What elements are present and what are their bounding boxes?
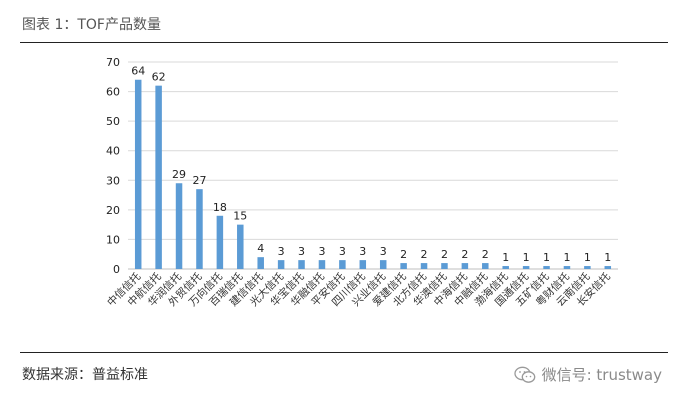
- y-tick-label: 60: [106, 86, 120, 99]
- bar: [441, 263, 448, 269]
- data-label: 29: [172, 168, 186, 181]
- bar: [196, 189, 203, 269]
- data-label: 62: [152, 71, 166, 84]
- data-label: 4: [257, 242, 264, 255]
- data-label: 64: [131, 65, 145, 78]
- bar: [420, 263, 428, 269]
- bar: [134, 79, 142, 269]
- data-label: 3: [359, 245, 366, 258]
- y-tick-label: 10: [106, 233, 120, 246]
- bar: [359, 260, 367, 269]
- top-divider: [20, 42, 668, 43]
- bars: [134, 79, 612, 270]
- data-label: 2: [461, 248, 468, 261]
- bar: [318, 260, 326, 269]
- data-label: 3: [380, 245, 387, 258]
- data-label: 2: [400, 248, 407, 261]
- y-tick-label: 50: [106, 115, 120, 128]
- data-label: 15: [233, 210, 247, 223]
- data-label: 3: [278, 245, 285, 258]
- data-label: 18: [213, 201, 227, 214]
- bar: [339, 260, 346, 269]
- bar: [604, 266, 612, 269]
- data-label: 3: [298, 245, 305, 258]
- data-label: 1: [543, 251, 550, 264]
- data-label: 2: [482, 248, 489, 261]
- data-label: 3: [339, 245, 346, 258]
- bar: [522, 266, 530, 269]
- bottom-divider: [20, 352, 668, 353]
- bar-chart: 01020304050607064中信信托62中航信托29华润信托27外贸信托1…: [104, 56, 618, 309]
- y-tick-label: 30: [106, 174, 120, 187]
- y-tick-label: 70: [106, 56, 120, 69]
- bar: [216, 215, 224, 269]
- y-tick-label: 40: [106, 145, 120, 158]
- data-label: 1: [563, 251, 570, 264]
- bar: [563, 266, 571, 269]
- bar: [379, 260, 387, 269]
- bar: [298, 260, 305, 269]
- bar: [155, 85, 162, 270]
- data-label: 1: [502, 251, 509, 264]
- bar: [400, 263, 407, 269]
- data-label: 2: [441, 248, 448, 261]
- data-label: 1: [523, 251, 530, 264]
- chart-caption: 图表 1：TOF产品数量: [22, 17, 161, 33]
- bar: [175, 183, 183, 269]
- watermark-text: 微信号: trustway: [541, 366, 662, 384]
- data-label: 27: [192, 174, 206, 187]
- wechat-icon: [513, 366, 535, 383]
- bar: [584, 266, 591, 269]
- wechat-watermark: 微信号: trustway: [513, 364, 662, 385]
- bar: [543, 266, 550, 269]
- bar: [277, 260, 285, 269]
- bar: [461, 263, 469, 269]
- bar: [237, 224, 244, 269]
- bar: [502, 266, 509, 269]
- data-label: 3: [318, 245, 325, 258]
- labels: 01020304050607064中信信托62中航信托29华润信托27外贸信托1…: [104, 56, 613, 309]
- source-note: 数据来源：普益标准: [22, 367, 148, 383]
- bar: [257, 257, 264, 269]
- data-label: 1: [584, 251, 591, 264]
- grid-lines: [128, 61, 618, 240]
- y-tick-label: 20: [106, 204, 120, 217]
- y-tick-label: 0: [113, 263, 120, 276]
- data-label: 1: [604, 251, 611, 264]
- data-label: 2: [421, 248, 428, 261]
- bar: [482, 263, 489, 269]
